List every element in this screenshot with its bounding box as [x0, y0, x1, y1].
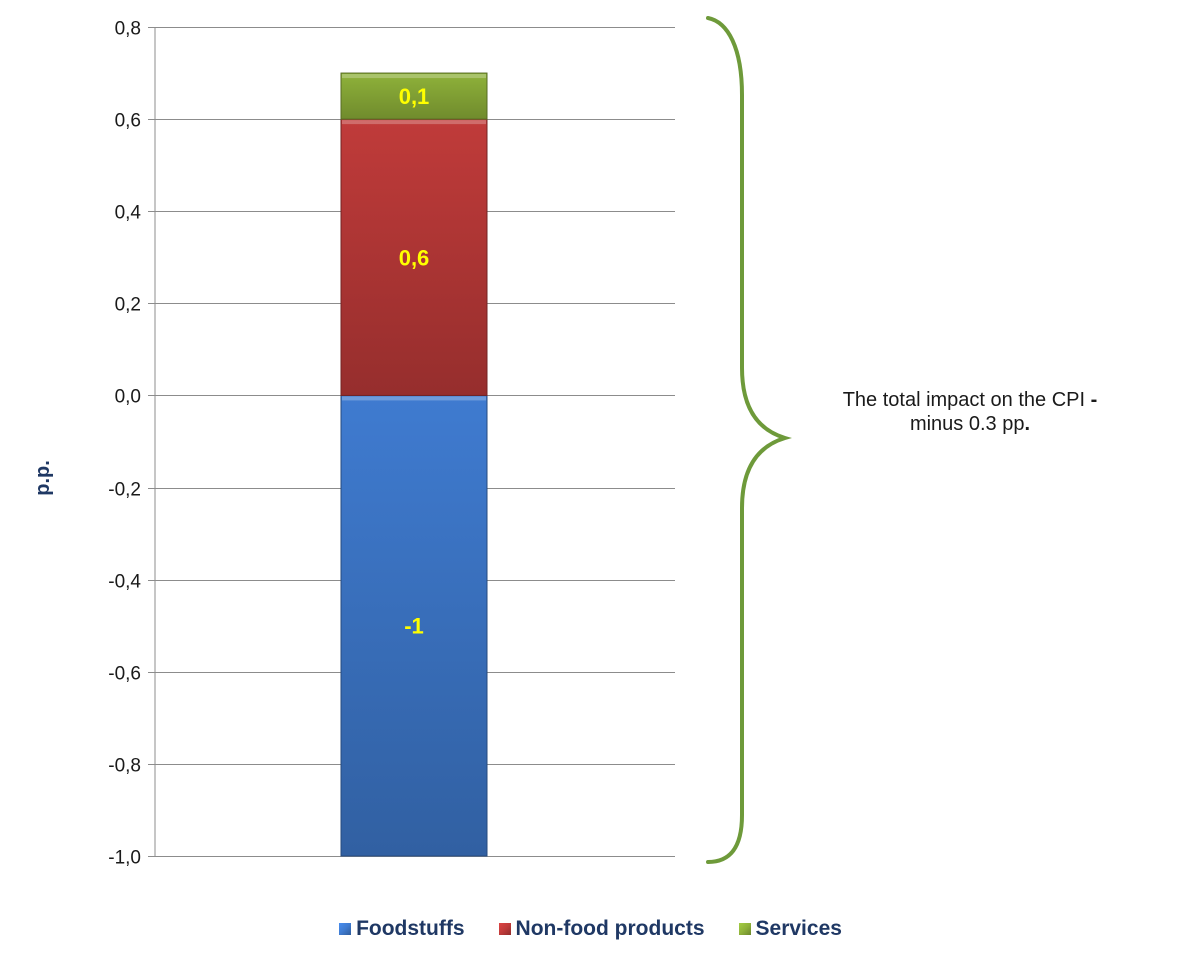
bar-highlight-non-food-products — [342, 120, 486, 124]
data-label-foodstuffs: -1 — [404, 614, 424, 639]
bar-highlight-foodstuffs — [342, 396, 486, 400]
legend-label-foodstuffs: Foodstuffs — [356, 917, 464, 941]
y-axis-label: p.p. — [32, 460, 54, 496]
legend-item-services: Services — [739, 917, 842, 941]
y-tick-label: -0,2 — [108, 480, 141, 501]
legend-label-services: Services — [756, 917, 842, 941]
legend-label-non-food-products: Non-food products — [516, 917, 705, 941]
legend: Foodstuffs Non-food products Services — [0, 917, 1181, 941]
y-tick-label: -0,8 — [108, 756, 141, 777]
y-tick-label: 0,0 — [115, 387, 141, 408]
y-tick-label: -1,0 — [108, 848, 141, 869]
y-tick-label: 0,6 — [115, 111, 141, 132]
annotation-period: . — [1024, 413, 1030, 435]
legend-item-foodstuffs: Foodstuffs — [339, 917, 464, 941]
bars — [341, 73, 487, 856]
annotation-line1: The total impact on the CPI — [843, 389, 1085, 411]
data-label-non-food-products: 0,6 — [399, 245, 430, 270]
brace — [708, 18, 785, 862]
annotation-dash: - — [1091, 389, 1098, 411]
legend-item-non-food-products: Non-food products — [499, 917, 705, 941]
y-tick-label: -0,4 — [108, 572, 141, 593]
y-tick-label: 0,2 — [115, 295, 141, 316]
y-tick-label: 0,4 — [115, 203, 142, 224]
legend-swatch-services — [739, 923, 751, 935]
y-tick-label: 0,8 — [115, 19, 141, 40]
legend-swatch-foodstuffs — [339, 923, 351, 935]
y-tick-label: -0,6 — [108, 664, 141, 685]
legend-swatch-non-food-products — [499, 923, 511, 935]
annotation: The total impact on the CPI - minus 0.3 … — [770, 388, 1170, 436]
y-axis-ticks: 0,8 0,6 0,4 0,2 0,0 -0,2 -0,4 -0,6 -0,8 -1,0 — [108, 19, 141, 869]
bar-highlight-services — [342, 74, 486, 78]
data-label-services: 0,1 — [399, 84, 430, 109]
annotation-line2: minus 0.3 pp — [910, 413, 1025, 435]
